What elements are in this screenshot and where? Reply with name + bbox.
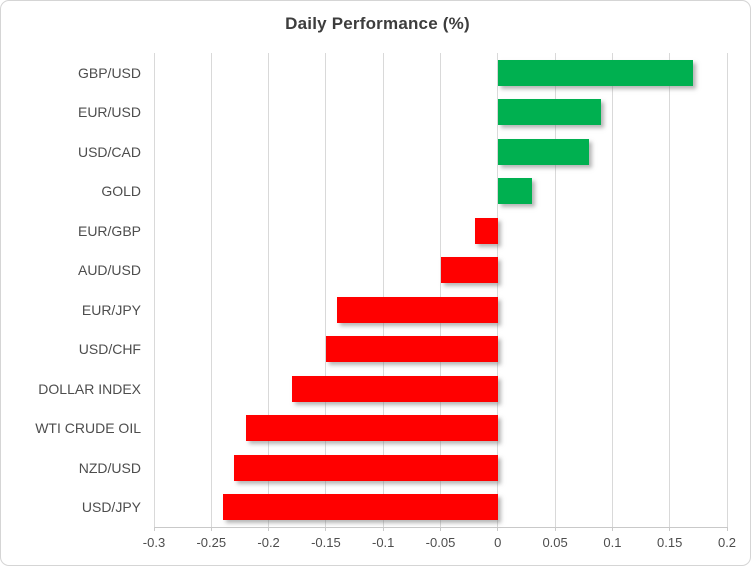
x-tick-label: -0.1	[371, 535, 395, 550]
gridline	[669, 53, 671, 527]
bar-wti-crude-oil	[245, 415, 498, 442]
x-tick-label: -0.3	[142, 535, 166, 550]
x-tick-label: -0.15	[311, 535, 341, 550]
bar-aud-usd	[440, 257, 498, 284]
axis-tick-mark	[611, 527, 613, 531]
x-tick-label: -0.25	[196, 535, 227, 550]
gridline	[325, 53, 327, 527]
gridline	[497, 53, 499, 527]
x-axis-line	[154, 527, 727, 528]
bar-eur-usd	[497, 99, 601, 126]
gridline	[440, 53, 441, 527]
axis-tick-mark	[554, 527, 556, 531]
bar-dollar-index	[291, 375, 498, 402]
bar-eur-jpy	[337, 296, 498, 323]
x-tick-label: -0.2	[257, 535, 280, 550]
axis-tick-mark	[726, 527, 728, 531]
axis-tick-mark	[440, 527, 441, 531]
category-label: WTI CRUDE OIL	[35, 420, 141, 437]
axis-tick-mark	[153, 527, 155, 531]
category-label: USD/CAD	[77, 143, 141, 160]
bar-eur-gbp	[474, 217, 498, 244]
axis-tick-mark	[210, 527, 212, 531]
gridline	[382, 53, 384, 527]
bar-usd-cad	[497, 138, 590, 165]
bar-nzd-usd	[234, 454, 498, 481]
bar-gold	[497, 178, 533, 205]
gridline	[554, 53, 556, 527]
gridline	[268, 53, 270, 527]
category-label: EUR/USD	[77, 104, 141, 121]
category-label: EUR/JPY	[81, 301, 141, 318]
axis-tick-mark	[669, 527, 671, 531]
bar-usd-jpy	[222, 494, 498, 521]
gridline	[726, 53, 728, 527]
category-label: DOLLAR INDEX	[38, 380, 141, 397]
bar-gbp-usd	[497, 59, 693, 86]
bar-usd-chf	[325, 336, 498, 363]
category-label: GBP/USD	[77, 64, 141, 81]
x-tick-label: -0.05	[425, 535, 456, 550]
category-label: EUR/GBP	[77, 222, 141, 239]
chart-title: Daily Performance (%)	[285, 14, 470, 33]
gridline	[153, 53, 155, 527]
x-tick-label: 0.15	[657, 535, 683, 550]
x-tick-label: 0.05	[542, 535, 568, 550]
axis-tick-mark	[382, 527, 384, 531]
category-label: AUD/USD	[77, 262, 141, 279]
category-label: NZD/USD	[78, 459, 141, 476]
gridline	[210, 53, 212, 527]
gridline	[611, 53, 613, 527]
axis-tick-mark	[497, 527, 499, 531]
category-label: USD/JPY	[81, 499, 141, 516]
category-label: GOLD	[101, 183, 141, 200]
x-tick-label: 0	[494, 535, 502, 550]
category-label: USD/CHF	[78, 341, 141, 358]
axis-tick-mark	[325, 527, 327, 531]
axis-tick-mark	[268, 527, 270, 531]
x-tick-label: 0.2	[717, 535, 737, 550]
x-tick-label: 0.1	[603, 535, 622, 550]
